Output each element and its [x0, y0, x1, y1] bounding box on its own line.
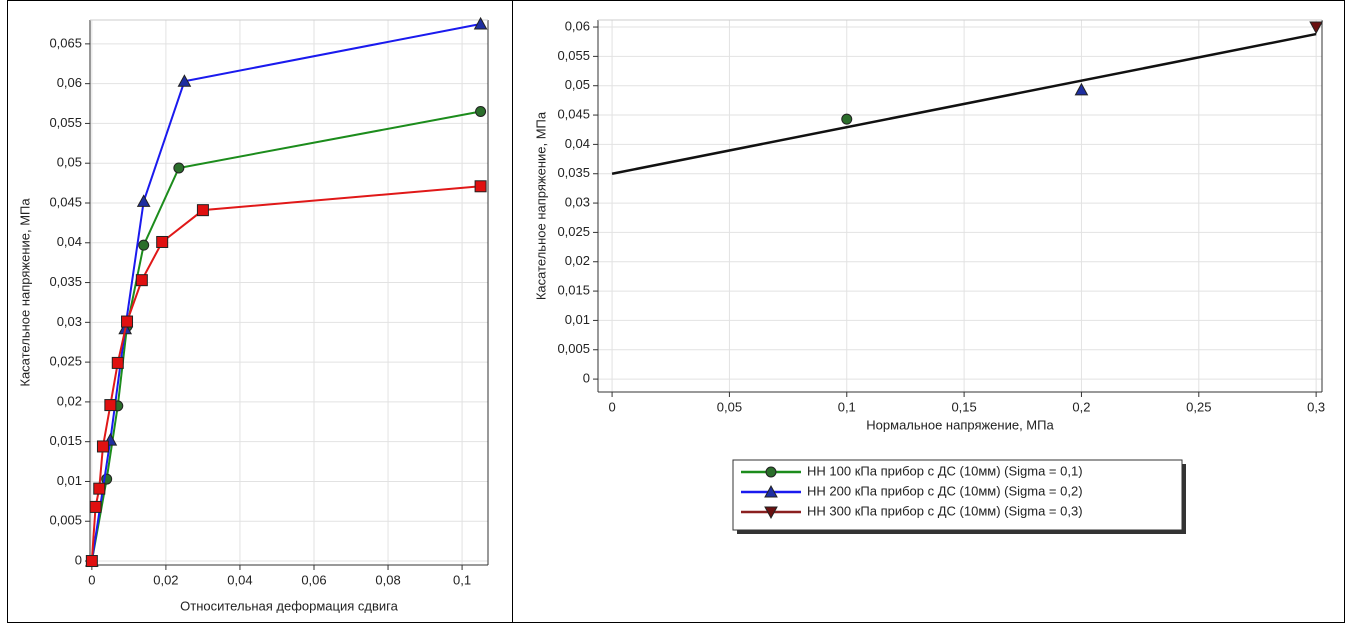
x-tick-label: 0,2: [1072, 399, 1090, 414]
y-tick-label: 0,045: [49, 194, 82, 209]
marker: [177, 74, 192, 87]
y-axis-label: Касательное напряжение, МПа: [17, 198, 32, 387]
marker: [473, 16, 488, 30]
y-tick-label: 0,005: [49, 513, 82, 528]
y-tick-label: 0,06: [57, 75, 82, 90]
marker: [96, 440, 109, 453]
marker: [173, 162, 185, 174]
plot-area: [598, 20, 1322, 392]
marker: [474, 180, 487, 193]
marker: [196, 204, 209, 217]
x-tick-label: 0: [88, 572, 95, 587]
x-tick-label: 0: [608, 399, 615, 414]
series-line: [90, 22, 481, 562]
y-tick-label: 0,02: [565, 253, 590, 268]
x-tick-label: 0,05: [717, 399, 742, 414]
marker: [764, 484, 778, 498]
y-tick-label: 0,055: [49, 115, 82, 130]
y-tick-label: 0,01: [565, 312, 590, 327]
x-tick-label: 0,25: [1186, 399, 1211, 414]
legend: [732, 459, 1183, 531]
y-tick-label: 0,045: [557, 106, 590, 121]
x-tick-label: 0,3: [1307, 399, 1325, 414]
x-tick-label: 0,1: [838, 399, 856, 414]
legend-label: НН 300 кПа прибор с ДС (10мм) (Sigma = 0…: [807, 503, 1083, 518]
y-tick-label: 0,015: [557, 283, 590, 298]
y-tick-label: 0,035: [49, 274, 82, 289]
marker: [136, 194, 151, 207]
y-tick-label: 0,03: [565, 195, 590, 210]
marker: [765, 466, 777, 478]
x-tick-label: 0,08: [375, 572, 400, 587]
marker: [764, 506, 778, 520]
marker: [104, 399, 117, 412]
y-tick-label: 0,055: [557, 48, 590, 63]
y-tick-label: 0,05: [57, 155, 82, 170]
marker: [135, 274, 148, 287]
y-tick-label: 0: [75, 552, 82, 567]
marker: [85, 555, 98, 568]
y-tick-label: 0,04: [57, 234, 82, 249]
y-tick-label: 0,04: [565, 136, 590, 151]
plot-area: [90, 20, 488, 565]
marker: [121, 315, 134, 328]
x-tick-label: 0,15: [951, 399, 976, 414]
y-tick-label: 0: [583, 371, 590, 386]
marker: [89, 500, 102, 513]
legend-label: НН 200 кПа прибор с ДС (10мм) (Sigma = 0…: [807, 483, 1083, 498]
x-axis-label: Относительная деформация сдвига: [180, 598, 398, 613]
trend-line: [611, 32, 1317, 175]
legend-label: НН 100 кПа прибор с ДС (10мм) (Sigma = 0…: [807, 463, 1083, 478]
x-tick-label: 0,1: [453, 572, 471, 587]
marker: [1074, 82, 1089, 96]
x-tick-label: 0,06: [301, 572, 326, 587]
y-tick-label: 0,015: [49, 433, 82, 448]
y-tick-label: 0,02: [57, 393, 82, 408]
y-tick-label: 0,01: [57, 473, 82, 488]
y-tick-label: 0,025: [49, 354, 82, 369]
y-tick-label: 0,005: [557, 341, 590, 356]
y-tick-label: 0,06: [565, 18, 590, 33]
x-tick-label: 0,02: [153, 572, 178, 587]
y-tick-label: 0,025: [557, 224, 590, 239]
marker: [111, 356, 124, 369]
marker: [93, 482, 106, 495]
y-tick-label: 0,065: [49, 35, 82, 50]
y-tick-label: 0,03: [57, 314, 82, 329]
marker: [138, 239, 150, 251]
marker: [156, 235, 169, 248]
y-tick-label: 0,05: [565, 77, 590, 92]
marker: [1309, 21, 1323, 35]
y-axis-label: Касательное напряжение, МПа: [533, 111, 548, 300]
marker: [841, 113, 853, 125]
x-tick-label: 0,04: [227, 572, 252, 587]
x-axis-label: Нормальное напряжение, МПа: [866, 417, 1054, 432]
y-tick-label: 0,035: [557, 165, 590, 180]
marker: [475, 105, 487, 117]
